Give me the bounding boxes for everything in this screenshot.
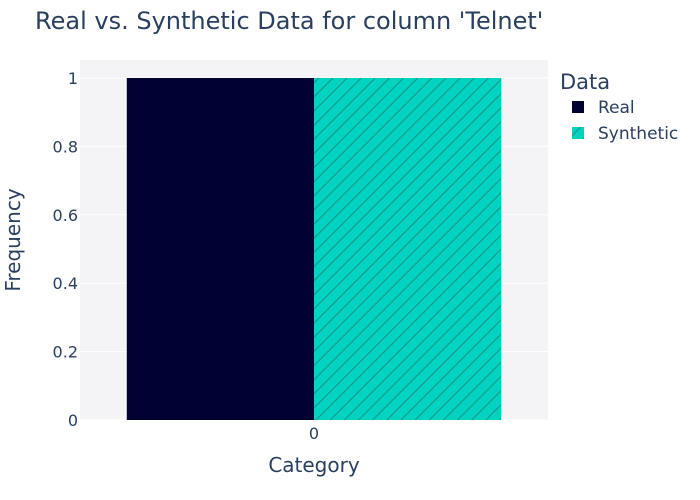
y-tick-labels: 0 0.2 0.4 0.6 0.8 1 xyxy=(53,69,78,430)
bar-real-0 xyxy=(126,78,314,420)
legend-swatch-synthetic xyxy=(572,127,584,139)
legend-title: Data xyxy=(560,70,610,94)
y-tick-label: 0.2 xyxy=(53,343,78,362)
x-tick-labels: 0 xyxy=(309,424,319,443)
x-axis-title: Category xyxy=(268,453,360,477)
y-tick-label: 0.8 xyxy=(53,137,78,156)
y-tick-label: 0.4 xyxy=(53,274,78,293)
y-axis-title: Frequency xyxy=(1,188,25,291)
bar-synthetic-0 xyxy=(314,78,502,420)
legend-label-synthetic: Synthetic xyxy=(598,124,678,144)
y-tick-label: 1 xyxy=(68,69,78,88)
y-tick-label: 0 xyxy=(68,411,78,430)
legend-swatch-real xyxy=(572,101,584,113)
legend: Data Real Synthetic xyxy=(560,70,678,144)
chart-title: Real vs. Synthetic Data for column 'Teln… xyxy=(35,7,543,35)
legend-label-real: Real xyxy=(598,98,635,118)
x-tick-label: 0 xyxy=(309,424,319,443)
bars xyxy=(126,78,502,420)
y-tick-label: 0.6 xyxy=(53,206,78,225)
